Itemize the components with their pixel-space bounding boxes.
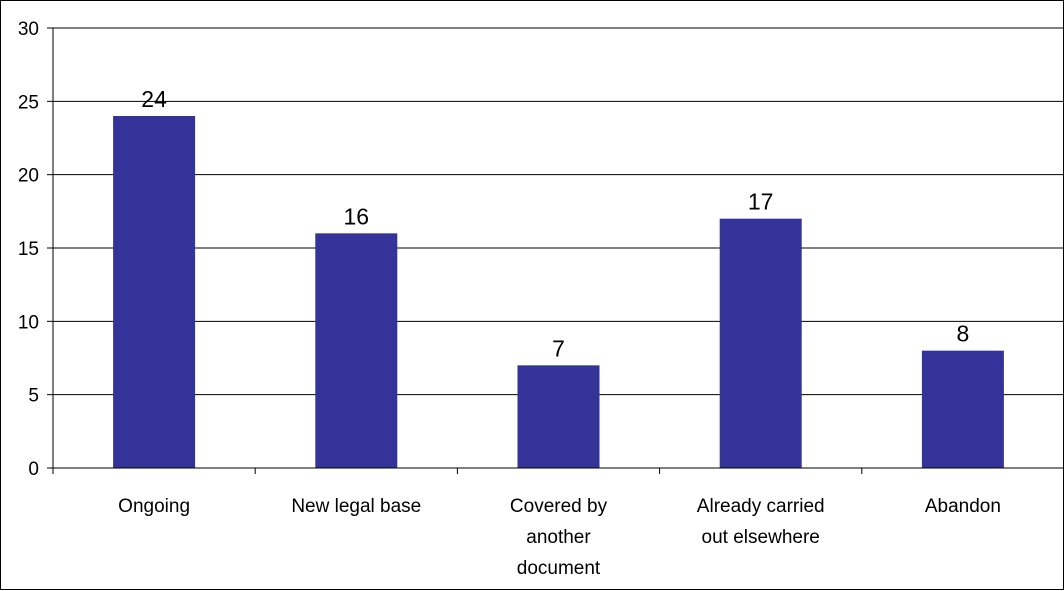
bar	[315, 233, 398, 468]
data-label: 8	[957, 321, 970, 347]
data-label: 24	[141, 86, 167, 112]
y-tick-label: 30	[18, 19, 39, 40]
data-label: 7	[552, 335, 565, 361]
category-labels: Ongoing New legal base Covered by another do…	[118, 496, 1001, 579]
axes	[47, 27, 1064, 474]
y-tick-label: 10	[18, 312, 39, 333]
category-label: Ongoing	[118, 496, 190, 517]
bar	[517, 365, 600, 468]
y-tick-label: 5	[28, 386, 39, 407]
y-tick-labels: 0 5 10 15 20 25 30	[18, 19, 39, 480]
category-label: Covered by another document	[510, 496, 608, 579]
data-label: 16	[344, 203, 370, 229]
category-label: New legal base	[291, 496, 421, 517]
bar	[113, 116, 196, 468]
y-tick-label: 20	[18, 166, 39, 187]
gridlines	[53, 27, 1064, 396]
category-label: Already carried out elsewhere	[697, 496, 825, 548]
bars	[113, 116, 1004, 468]
data-label: 17	[748, 189, 774, 215]
category-label: Abandon	[925, 496, 1001, 517]
y-tick-label: 15	[18, 239, 39, 260]
bar	[921, 350, 1004, 468]
y-tick-label: 0	[28, 459, 39, 480]
bar	[719, 218, 802, 468]
y-tick-label: 25	[18, 92, 39, 113]
data-labels: 24 16 7 17 8	[141, 86, 969, 361]
